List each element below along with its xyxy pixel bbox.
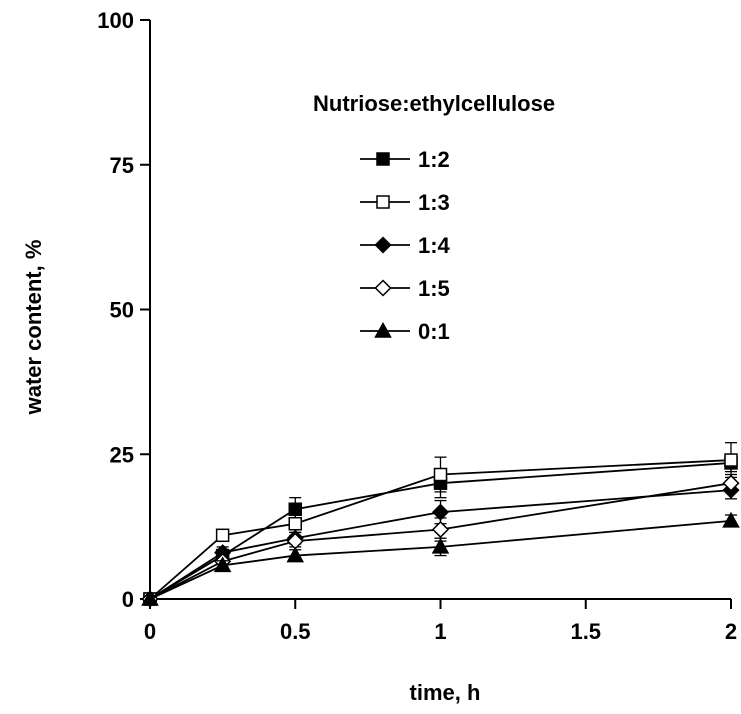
y-tick-label: 0 [122, 587, 134, 612]
data-point [286, 546, 305, 563]
series-layer [141, 442, 740, 608]
y-tick-label: 50 [110, 298, 134, 323]
x-tick-label: 2 [725, 619, 737, 644]
x-tick-label: 1 [434, 619, 446, 644]
x-axis-ticks: 0 0.5 1 1.5 2 [144, 599, 737, 644]
x-tick-label: 1.5 [570, 619, 601, 644]
series-1-3 [143, 442, 738, 606]
data-point [722, 511, 740, 528]
legend-marker [374, 279, 392, 297]
y-tick-label: 25 [110, 442, 134, 467]
legend-item: 1:5 [360, 276, 450, 301]
data-point [213, 556, 232, 573]
legend-item: 1:4 [360, 233, 451, 258]
legend-item: 1:2 [360, 147, 450, 172]
series-0-1 [141, 511, 740, 606]
data-point [433, 467, 448, 482]
legend: Nutriose:ethylcellulose 1:2 1:3 1:4 1:5 0:1 [313, 91, 555, 344]
y-axis-ticks: 0 25 50 75 100 [97, 8, 150, 612]
y-tick-label: 100 [97, 8, 134, 33]
legend-label: 0:1 [418, 319, 450, 344]
legend-marker [376, 195, 390, 209]
legend-items: 1:2 1:3 1:4 1:5 0:1 [360, 147, 451, 344]
y-tick-label: 75 [110, 153, 134, 178]
legend-label: 1:3 [418, 190, 450, 215]
x-axis-title: time, h [410, 680, 481, 705]
legend-label: 1:4 [418, 233, 451, 258]
legend-title: Nutriose:ethylcellulose [313, 91, 555, 116]
legend-item: 1:3 [360, 190, 450, 215]
legend-label: 1:5 [418, 276, 450, 301]
data-point [141, 589, 159, 606]
legend-label: 1:2 [418, 147, 450, 172]
data-point [722, 474, 740, 492]
x-tick-label: 0 [144, 619, 156, 644]
legend-item: 0:1 [360, 319, 450, 344]
data-point [288, 516, 302, 531]
y-axis-title: water content, % [21, 240, 46, 416]
legend-marker [374, 236, 392, 254]
legend-marker [374, 321, 392, 338]
data-point [215, 528, 230, 543]
x-tick-label: 0.5 [280, 619, 311, 644]
data-point [288, 502, 302, 517]
data-point [431, 520, 450, 539]
data-point [724, 453, 738, 467]
data-point [431, 537, 450, 554]
legend-marker [376, 152, 390, 166]
